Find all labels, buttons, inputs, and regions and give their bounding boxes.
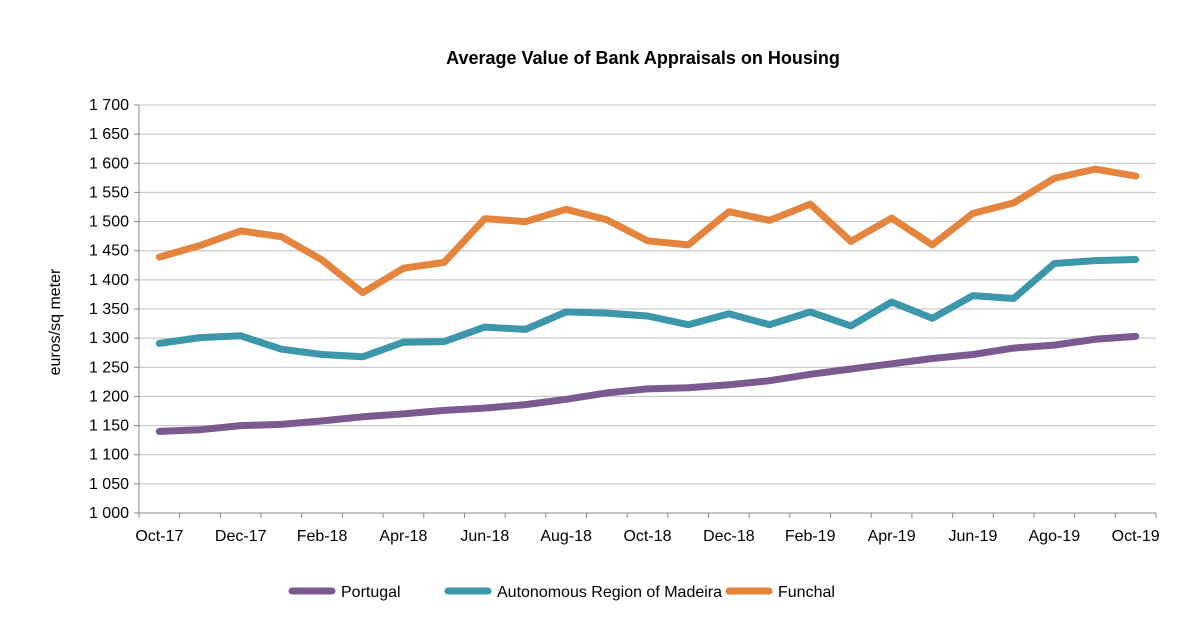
y-tick-label: 1 600 bbox=[89, 155, 129, 172]
legend-label: Portugal bbox=[341, 584, 401, 601]
x-tick-label: Apr-18 bbox=[379, 528, 427, 545]
y-tick-labels: 1 000 1 050 1 100 1 150 1 200 1 250 1 300 1 350… bbox=[89, 97, 129, 522]
x-tick-labels: Oct-17 Dec-17 Feb-18 Apr-18 Jun-18 Aug-18 Oct-… bbox=[135, 528, 1159, 545]
series-line-funchal bbox=[155, 165, 1140, 297]
y-tick-label: 1 350 bbox=[89, 301, 129, 318]
gridlines bbox=[134, 104, 1156, 514]
x-tick-label: Oct-18 bbox=[623, 528, 671, 545]
x-tick-label: Oct-19 bbox=[1112, 528, 1160, 545]
x-tick-label: Jun-19 bbox=[948, 528, 997, 545]
y-tick-label: 1 650 bbox=[89, 126, 129, 143]
y-tick-label: 1 000 bbox=[89, 505, 129, 522]
y-tick-label: 1 400 bbox=[89, 272, 129, 289]
x-tick-label: Oct-17 bbox=[135, 528, 183, 545]
legend: Portugal Autonomous Region of Madeira Func… bbox=[288, 584, 835, 601]
axes bbox=[138, 105, 1157, 518]
x-tick-label: Aug-18 bbox=[540, 528, 592, 545]
y-tick-label: 1 500 bbox=[89, 214, 129, 231]
series-lines bbox=[155, 165, 1140, 435]
x-tick-label: Jun-18 bbox=[460, 528, 509, 545]
x-tick-label: Feb-18 bbox=[297, 528, 348, 545]
y-tick-label: 1 450 bbox=[89, 243, 129, 260]
x-tick-label: Dec-17 bbox=[215, 528, 267, 545]
series-line-autonomous-region-of-madeira bbox=[155, 256, 1140, 361]
x-tick-label: Dec-18 bbox=[703, 528, 755, 545]
y-tick-label: 1 550 bbox=[89, 184, 129, 201]
y-tick-label: 1 150 bbox=[89, 418, 129, 435]
y-tick-label: 1 250 bbox=[89, 359, 129, 376]
legend-label: Funchal bbox=[778, 584, 835, 601]
y-tick-label: 1 050 bbox=[89, 476, 129, 493]
chart-title: Average Value of Bank Appraisals on Hous… bbox=[446, 48, 840, 68]
x-tick-label: Ago-19 bbox=[1029, 528, 1081, 545]
series-line-portugal bbox=[155, 332, 1140, 435]
y-tick-label: 1 200 bbox=[89, 388, 129, 405]
y-axis-title: euros/sq meter bbox=[47, 268, 64, 375]
y-tick-label: 1 100 bbox=[89, 447, 129, 464]
y-tick-label: 1 700 bbox=[89, 97, 129, 114]
legend-label: Autonomous Region of Madeira bbox=[497, 584, 722, 601]
x-tick-label: Apr-19 bbox=[868, 528, 916, 545]
y-tick-label: 1 300 bbox=[89, 330, 129, 347]
x-tick-label: Feb-19 bbox=[785, 528, 836, 545]
